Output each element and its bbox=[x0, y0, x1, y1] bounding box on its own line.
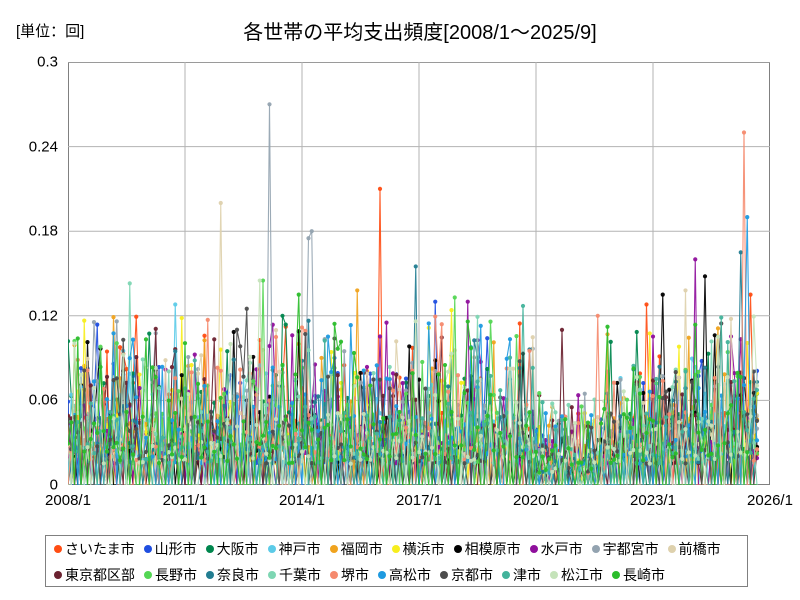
legend-item-東京都区部[interactable]: 東京都区部 bbox=[54, 568, 135, 582]
legend-label: 長野市 bbox=[155, 567, 197, 583]
legend-label: 大阪市 bbox=[216, 541, 259, 557]
legend-item-長崎市[interactable]: 長崎市 bbox=[612, 568, 665, 582]
legend-item-奈良市[interactable]: 奈良市 bbox=[206, 568, 259, 582]
legend-label: 神戸市 bbox=[278, 541, 321, 557]
legend-marker-icon bbox=[206, 571, 214, 579]
legend-item-千葉市[interactable]: 千葉市 bbox=[268, 568, 321, 582]
y-tick-0: 0 bbox=[49, 476, 58, 494]
legend-item-京都市[interactable]: 京都市 bbox=[440, 568, 493, 582]
legend-label: 奈良市 bbox=[217, 567, 259, 583]
legend-item-前橋市[interactable]: 前橋市 bbox=[667, 541, 721, 557]
chart-legend: さいたま市 山形市 大阪市 神戸市 福岡市 横浜市 相模原市 水戸市 宇都宮市 前橋市 東京都区部… bbox=[45, 535, 748, 587]
legend-row-1: さいたま市 山形市 大阪市 神戸市 福岡市 横浜市 相模原市 水戸市 宇都宮市 前橋市 bbox=[46, 536, 747, 562]
legend-item-高松市[interactable]: 高松市 bbox=[378, 568, 431, 582]
legend-marker-icon bbox=[205, 545, 214, 553]
y-tick-4: 0.24 bbox=[28, 138, 58, 156]
legend-label: 前橋市 bbox=[678, 541, 721, 557]
legend-marker-icon bbox=[329, 545, 338, 553]
legend-marker-icon bbox=[453, 545, 462, 553]
legend-marker-icon bbox=[550, 571, 558, 579]
legend-marker-icon bbox=[529, 545, 538, 553]
legend-label: さいたま市 bbox=[65, 541, 135, 557]
y-tick-3: 0.18 bbox=[28, 222, 58, 240]
legend-label: 津市 bbox=[513, 567, 541, 583]
legend-item-津市[interactable]: 津市 bbox=[502, 568, 541, 582]
legend-item-横浜市[interactable]: 横浜市 bbox=[391, 541, 445, 557]
legend-label: 横浜市 bbox=[402, 541, 445, 557]
legend-item-堺市[interactable]: 堺市 bbox=[330, 568, 369, 582]
x-tick-0: 2008/1 bbox=[45, 492, 91, 509]
legend-marker-icon bbox=[612, 571, 620, 579]
legend-item-大阪市[interactable]: 大阪市 bbox=[205, 541, 259, 557]
unit-label: [単位：回] bbox=[16, 23, 85, 40]
legend-marker-icon bbox=[591, 545, 600, 553]
legend-marker-icon bbox=[330, 571, 338, 579]
legend-item-相模原市[interactable]: 相模原市 bbox=[453, 541, 521, 557]
legend-marker-icon bbox=[54, 571, 62, 579]
legend-marker-icon bbox=[378, 571, 386, 579]
plot-area bbox=[68, 62, 770, 485]
x-tick-3: 2017/1 bbox=[396, 492, 442, 509]
x-tick-5: 2023/1 bbox=[630, 492, 676, 509]
y-tick-2: 0.12 bbox=[28, 307, 58, 325]
legend-label: 相模原市 bbox=[464, 541, 521, 557]
chart-canvas bbox=[68, 62, 770, 485]
legend-marker-icon bbox=[267, 545, 276, 553]
chart-title: 各世帯の平均支出頻度[2008/1〜2025/9] bbox=[243, 22, 597, 44]
legend-item-長野市[interactable]: 長野市 bbox=[144, 568, 197, 582]
legend-marker-icon bbox=[667, 545, 676, 553]
legend-item-水戸市[interactable]: 水戸市 bbox=[529, 541, 583, 557]
legend-label: 水戸市 bbox=[540, 541, 583, 557]
legend-label: 高松市 bbox=[389, 567, 431, 583]
x-tick-2: 2014/1 bbox=[279, 492, 325, 509]
legend-label: 山形市 bbox=[154, 541, 197, 557]
legend-marker-icon bbox=[144, 571, 152, 579]
legend-marker-icon bbox=[268, 571, 276, 579]
x-tick-4: 2020/1 bbox=[513, 492, 559, 509]
x-tick-1: 2011/1 bbox=[162, 492, 208, 509]
legend-marker-icon bbox=[502, 571, 510, 579]
legend-marker-icon bbox=[143, 545, 152, 553]
legend-item-山形市[interactable]: 山形市 bbox=[143, 541, 197, 557]
legend-item-松江市[interactable]: 松江市 bbox=[550, 568, 603, 582]
legend-item-福岡市[interactable]: 福岡市 bbox=[329, 541, 383, 557]
legend-label: 福岡市 bbox=[340, 541, 383, 557]
legend-marker-icon bbox=[391, 545, 400, 553]
y-tick-1: 0.06 bbox=[28, 391, 58, 409]
legend-label: 松江市 bbox=[561, 567, 603, 583]
legend-marker-icon bbox=[54, 545, 62, 553]
y-tick-5: 0.3 bbox=[37, 53, 58, 71]
legend-label: 宇都宮市 bbox=[602, 541, 659, 557]
legend-row-2: 東京都区部 長野市 奈良市 千葉市 堺市 高松市 京都市 津市 松江市 長崎市 bbox=[46, 562, 747, 588]
legend-item-宇都宮市[interactable]: 宇都宮市 bbox=[591, 541, 659, 557]
legend-item-神戸市[interactable]: 神戸市 bbox=[267, 541, 321, 557]
x-tick-6: 2026/1 bbox=[747, 492, 793, 509]
legend-label: 千葉市 bbox=[279, 567, 321, 583]
legend-marker-icon bbox=[440, 571, 448, 579]
legend-label: 長崎市 bbox=[623, 567, 665, 583]
legend-label: 京都市 bbox=[451, 567, 493, 583]
legend-label: 堺市 bbox=[341, 567, 369, 583]
legend-label: 東京都区部 bbox=[65, 567, 135, 583]
legend-item-さいたま市[interactable]: さいたま市 bbox=[54, 542, 135, 556]
